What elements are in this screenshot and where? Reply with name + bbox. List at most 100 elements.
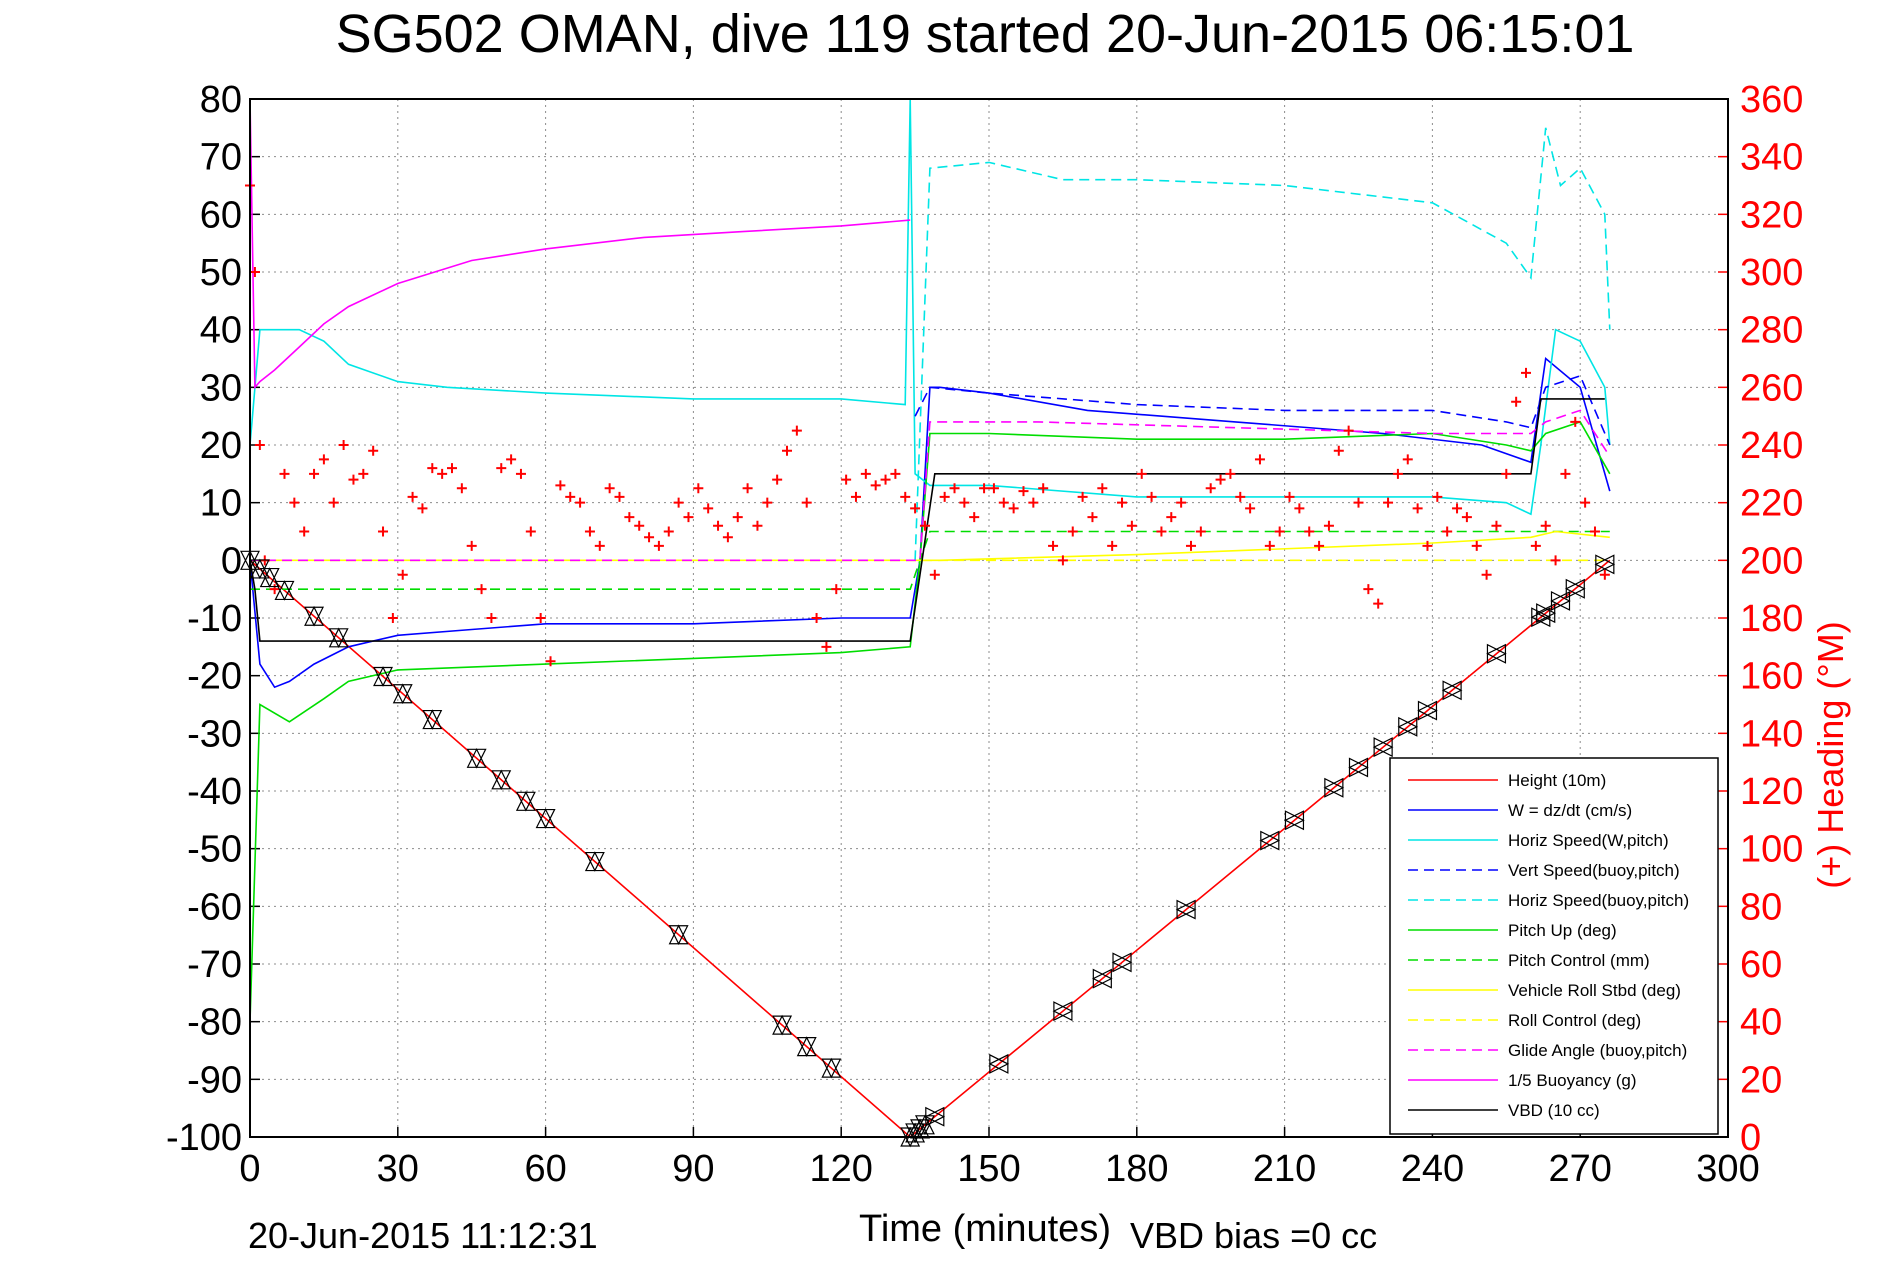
heading-point [1274,526,1285,537]
height-marker [1550,590,1571,611]
y2-tick-label: 140 [1740,713,1803,755]
legend-label: Pitch Up (deg) [1508,921,1617,940]
heading-point [1107,540,1118,551]
heading-point [446,463,457,474]
heading-point [1323,520,1334,531]
heading-point [1333,445,1344,456]
heading-point [919,520,930,531]
y2-tick-label: 300 [1740,252,1803,294]
heading-point [1530,540,1541,551]
heading-point [1038,483,1049,494]
height-marker [1323,777,1345,798]
legend-label: Vehicle Roll Stbd (deg) [1508,981,1681,1000]
legend-items: Height (10m) W = dz/dt (cm/s) Horiz Speed(… [1408,771,1689,1120]
height-marker [821,1057,842,1079]
heading-point [1057,555,1068,566]
series-line [250,530,1610,591]
heading-point [378,526,389,537]
y2-tick-label: 20 [1740,1059,1782,1101]
heading-point [1067,526,1078,537]
y-tick-label: -30 [187,713,242,755]
heading-point [328,497,339,508]
heading-point [1205,483,1216,494]
heading-point [594,540,605,551]
heading-point [249,267,260,277]
heading-point [427,463,438,474]
heading-point [752,520,763,531]
y-tick-label: 60 [200,194,242,236]
y-tick-label: -40 [187,771,242,813]
heading-point [821,641,832,652]
heading-point [624,512,635,523]
legend-label: Pitch Control (mm) [1508,951,1650,970]
heading-point [979,483,990,494]
heading-point [1343,425,1354,436]
heading-point [1235,491,1246,502]
y2-tick-labels: 3603403203002802602402202001801601401201… [1740,79,1803,1159]
y2-tick-label: 100 [1740,829,1803,871]
height-marker [1397,716,1419,737]
y2-tick-label: 180 [1740,598,1803,640]
height-marker [515,790,536,812]
y2-tick-label: 360 [1740,79,1803,121]
x-tick-label: 120 [809,1148,872,1190]
heading-point [1550,555,1561,566]
heading-point [969,512,980,523]
x-tick-label: 210 [1253,1148,1316,1190]
x-axis-label: Time (minutes) [859,1208,1111,1250]
heading-point [456,483,467,494]
height-markers [240,549,1616,1148]
heading-point [338,440,349,450]
y-tick-label: -10 [187,598,242,640]
heading-point [1560,468,1571,479]
heading-point [959,497,970,508]
height-marker [373,666,393,687]
heading-point [880,474,891,485]
series-line [250,530,1610,562]
x-tick-label: 30 [377,1148,419,1190]
heading-point [1245,503,1256,514]
legend-box [1389,757,1719,1135]
heading-point [1254,454,1265,465]
heading-point [1363,584,1374,595]
heading-point [466,540,477,551]
heading-point [939,491,950,502]
height-marker [491,769,512,791]
heading-point [1422,540,1433,551]
heading-point [831,584,842,595]
heading-point [1580,497,1591,508]
height-marker [1564,578,1586,599]
heading-point [703,503,714,514]
y2-tick-label: 0 [1740,1117,1761,1159]
y-tick-label: 20 [200,425,242,467]
height-marker [988,1053,1010,1074]
heading-point [407,491,418,502]
y2-tick-label: 80 [1740,886,1782,928]
heading-point [1442,526,1453,537]
height-marker [796,1036,817,1057]
height-marker [328,627,349,649]
heading-point [713,520,724,531]
heading-point [1304,526,1315,537]
plot-frame [249,98,1729,1138]
heading-point [900,491,911,502]
height-marker [1348,757,1369,778]
series-line [249,398,1605,642]
heading-point [437,468,448,479]
heading-point [348,474,359,485]
height-marker [259,567,280,588]
y-tick-label: 80 [200,79,242,121]
height-marker [1372,737,1394,758]
height-marker [1441,680,1463,701]
heading-point [663,526,674,537]
series-lines [249,98,1611,1139]
heading-point [584,526,595,537]
y2-tick-label: 160 [1740,656,1803,698]
heading-point [387,613,398,623]
y2-tick-label: 60 [1740,944,1782,986]
y2-tick-label: 340 [1740,137,1803,179]
heading-point [545,656,556,667]
height-marker [1486,643,1507,664]
height-marker [772,1014,793,1036]
footer-timestamp: 20-Jun-2015 11:12:31 [248,1215,598,1256]
